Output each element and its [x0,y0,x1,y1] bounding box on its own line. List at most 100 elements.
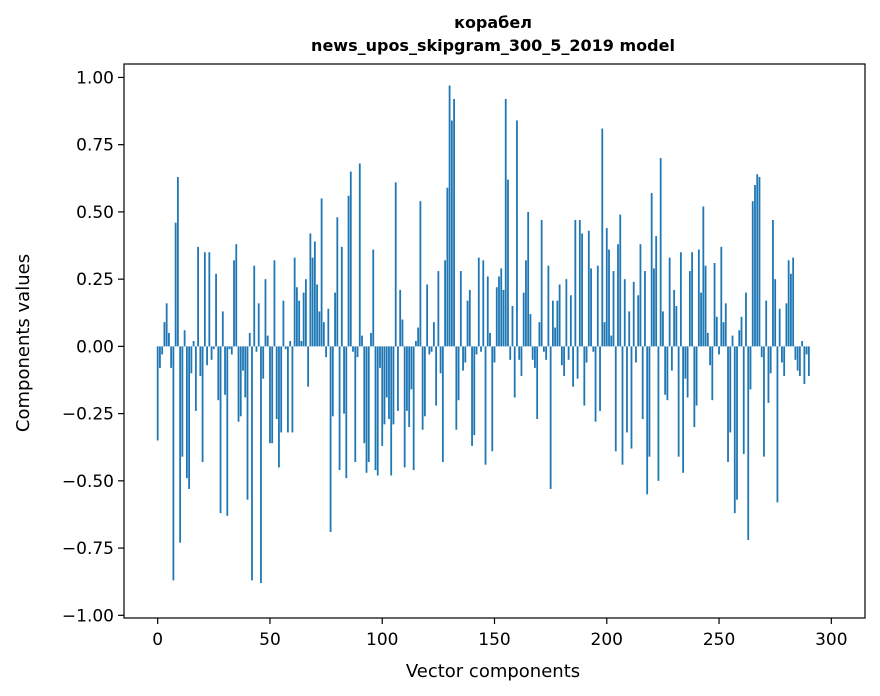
bar [428,346,431,355]
bar [340,246,343,347]
bar [379,346,381,368]
bar [617,244,619,347]
bar [322,322,325,347]
x-tick-label: 0 [152,630,163,650]
bar [794,346,797,360]
bar [673,289,676,347]
bar [300,341,303,347]
bar [610,335,613,347]
x-tick-label: 100 [366,630,398,650]
bar [484,346,487,465]
bar [742,346,745,454]
bar [287,346,289,433]
bar [188,346,191,489]
bar [293,257,296,347]
bar [491,346,494,452]
bar [724,303,727,347]
bar [790,273,792,347]
bar [194,346,197,411]
bar [774,279,777,347]
bar [590,268,592,347]
bar [662,311,664,347]
bar [592,346,595,352]
bar [441,346,444,463]
bar [412,346,415,471]
bar [648,346,651,457]
bar [237,346,240,422]
bar [251,346,253,581]
bar [659,158,662,347]
bar [453,98,455,347]
bar [298,300,301,347]
bar [493,346,496,363]
bar [444,260,446,347]
bar [565,279,568,347]
bar [644,271,646,347]
bar [224,346,226,395]
bar [747,346,750,541]
bar [331,346,334,417]
bar [731,335,734,347]
bar [540,219,543,347]
bar [230,346,233,355]
bar [670,346,673,371]
bar [558,284,561,347]
bar [691,252,693,347]
bar [215,273,217,347]
bar [161,346,164,355]
bar [372,249,375,347]
bar [596,265,599,347]
bar [695,346,698,406]
bar [273,260,276,347]
bar [260,346,262,584]
bar [406,346,408,411]
bar [168,332,170,347]
bar [361,335,363,347]
bar [745,292,747,347]
bar [718,346,720,355]
bar [686,346,689,398]
bar [756,174,759,347]
x-tick-label: 300 [815,630,847,650]
bar [785,303,788,347]
bar [554,327,557,347]
bar [639,244,642,347]
bar [545,346,548,360]
y-tick-label: −0.75 [62,539,114,559]
y-tick-label: 0.25 [76,270,114,290]
bar [392,346,395,425]
bar [468,289,471,347]
bar [304,279,307,347]
bar [376,346,379,476]
y-tick-label: −1.00 [62,606,114,626]
bar [711,346,714,401]
bar [578,219,581,347]
bar [282,300,285,347]
bar [208,252,211,347]
bar [248,332,251,347]
bar [446,187,449,347]
bar [807,346,810,376]
bar [363,346,366,444]
bar [354,346,357,463]
bar [156,346,159,441]
bar [320,198,323,347]
axes-frame [123,63,866,619]
bar [410,346,413,390]
bar [206,346,208,366]
bar [619,214,622,347]
bar [563,346,566,376]
bar [219,346,222,514]
bar [394,182,397,347]
bar [700,292,702,347]
x-tick-label: 200 [591,630,623,650]
bar [783,346,786,376]
bar [534,346,536,368]
bar [538,322,541,347]
bar [498,276,500,347]
bar [767,346,770,403]
bar [801,341,804,347]
bar [477,257,480,347]
bar [507,179,509,347]
bar [271,346,274,444]
